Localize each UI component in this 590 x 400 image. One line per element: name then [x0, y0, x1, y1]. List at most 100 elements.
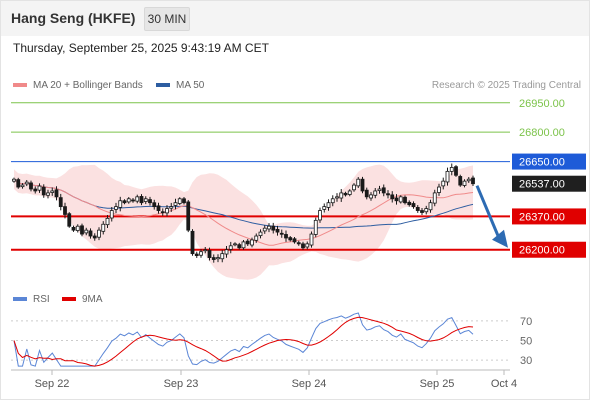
rsi-swatch [13, 297, 27, 302]
candle-body [101, 223, 106, 232]
candle-body [471, 177, 475, 185]
candle-body [258, 231, 263, 237]
candle-body [301, 243, 305, 249]
candle-body [46, 192, 50, 196]
level-label: 26370.00 [519, 211, 565, 223]
x-tick-label: Sep 25 [420, 378, 455, 390]
legend-rsi: RSI [13, 294, 50, 305]
candle-body [97, 229, 101, 238]
forecast-arrow-head [492, 229, 508, 248]
candle-body [343, 192, 348, 196]
candle-body [445, 170, 450, 183]
level-label: 26800.00 [519, 127, 565, 139]
candle-body [67, 213, 72, 227]
legend-ma50: MA 50 [156, 80, 204, 91]
candle-body [143, 198, 148, 202]
header-bar: Hang Seng (HKFE) 30 MIN [0, 0, 590, 36]
candle-body [207, 250, 212, 258]
candle-body [309, 233, 314, 246]
candle-body [364, 189, 369, 198]
candle-body [58, 197, 63, 208]
candle-body [29, 182, 33, 190]
level-label-box [512, 175, 586, 192]
candle-body [466, 178, 471, 182]
candle-body [131, 199, 135, 202]
candle-body [194, 253, 199, 257]
candle-body [284, 234, 288, 239]
credit-text: Research © 2025 Trading Central [431, 80, 581, 91]
candle-body [250, 239, 254, 246]
rsi-9ma-line [13, 316, 474, 367]
candle-body [318, 210, 322, 221]
candle-body [241, 241, 246, 249]
candle-body [156, 205, 161, 211]
candle-body [126, 198, 131, 203]
candle-body [139, 196, 144, 204]
x-tick-label: Sep 22 [35, 378, 70, 390]
candle-body [347, 190, 352, 195]
candle-body [330, 198, 335, 204]
candle-body [458, 176, 463, 186]
legend-label: 9MA [82, 294, 103, 305]
legend-label: MA 50 [176, 80, 205, 91]
candle-body [148, 199, 152, 204]
candle-body [105, 217, 110, 226]
candle-body [339, 192, 344, 199]
candle-body [54, 189, 59, 198]
candle-body [173, 202, 178, 206]
timeframe-button[interactable]: 30 MIN [144, 7, 190, 31]
candle-body [356, 178, 361, 187]
x-tick-label: Sep 23 [164, 378, 199, 390]
candle-body [271, 225, 276, 231]
candle-body [381, 187, 386, 194]
candle-body [186, 201, 191, 231]
candle-body [313, 219, 318, 235]
candle-body [454, 166, 458, 176]
candle-body [114, 206, 118, 210]
candle-body [449, 167, 454, 172]
candle-body [394, 197, 399, 202]
candle-body [398, 196, 403, 203]
candle-body [254, 235, 259, 241]
candle-body [386, 193, 390, 196]
candle-body [233, 243, 237, 246]
rsi-line [13, 312, 474, 367]
candle-body [237, 244, 242, 249]
candle-body [199, 251, 203, 256]
candle-body [326, 202, 331, 208]
legend-label: MA 20 + Bollinger Bands [33, 80, 143, 91]
candle-body [262, 227, 267, 232]
candle-body [415, 207, 420, 211]
candle-body [420, 210, 424, 213]
rsi-tick-label: 30 [520, 355, 532, 367]
rsi-tick-label: 70 [520, 316, 532, 328]
candle-body [63, 206, 67, 215]
candle-body [305, 243, 310, 248]
candle-body [203, 249, 208, 252]
level-label-box [512, 153, 586, 170]
candle-body [228, 245, 233, 250]
candle-body [118, 200, 123, 208]
candle-body [424, 208, 429, 213]
candle-body [152, 202, 157, 208]
candle-body [20, 184, 25, 188]
rsi-tick-label: 50 [520, 336, 532, 348]
candle-body [462, 180, 467, 186]
candle-body [84, 229, 89, 234]
candle-body [437, 186, 441, 193]
instrument-title: Hang Seng (HKFE) [11, 10, 136, 26]
candle-body [288, 237, 293, 241]
legend-9ma: 9MA [62, 294, 103, 305]
x-tick-label: Sep 24 [292, 378, 327, 390]
candle-body [216, 257, 220, 260]
candle-body [190, 230, 195, 255]
candle-body [24, 181, 29, 185]
candle-body [390, 194, 395, 200]
candle-body [177, 198, 182, 204]
candle-body [403, 196, 407, 204]
forecast-arrow-shaft [475, 185, 500, 237]
candle-body [292, 238, 297, 243]
candle-body [296, 242, 301, 245]
legend-ma20-bollinger: MA 20 + Bollinger Bands [13, 80, 143, 91]
candle-body [279, 232, 284, 235]
